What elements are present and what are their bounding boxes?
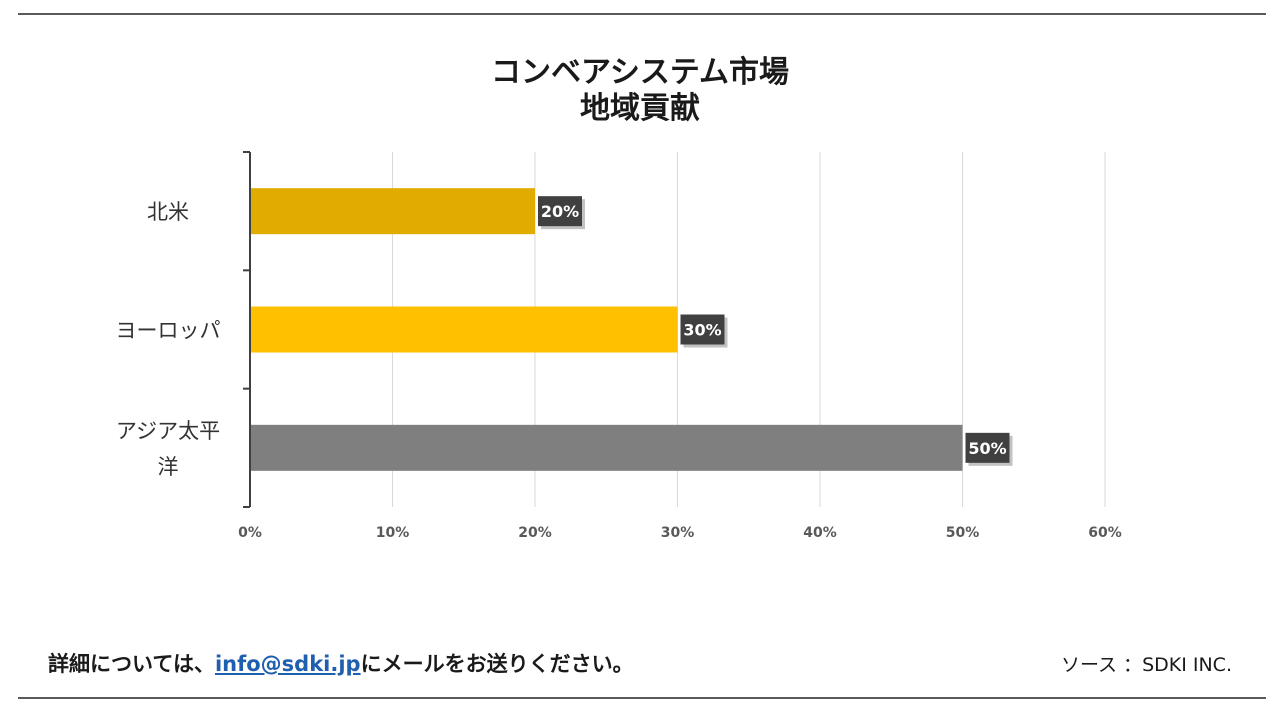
category-label-0: 北米: [147, 200, 189, 224]
x-tick-label-5: 50%: [946, 525, 980, 541]
bar-2: [251, 424, 963, 471]
bar-0: [251, 188, 535, 235]
x-tick-label-0: 0%: [238, 525, 262, 541]
footer-text-before: 詳細については、: [48, 652, 215, 676]
chart-subtitle: 地域貢献: [580, 91, 700, 126]
x-tick-label-2: 20%: [518, 525, 552, 541]
top-rule: [18, 13, 1266, 15]
footer-contact: 詳細については、info@sdki.jpにメールをお送りください。: [48, 648, 634, 678]
bar-1: [251, 306, 678, 353]
x-tick-label-6: 60%: [1088, 525, 1122, 541]
footer-text-after: にメールをお送りください。: [360, 652, 634, 676]
data-label-box-1: [680, 314, 725, 345]
category-label-2-line-0: アジア太平: [116, 419, 220, 443]
data-label-box-2: [965, 432, 1010, 463]
x-tick-label-3: 30%: [661, 525, 695, 541]
data-label-2: 50%: [968, 439, 1006, 458]
x-tick-label-4: 40%: [803, 525, 837, 541]
data-label-0: 20%: [541, 202, 579, 221]
x-tick-label-1: 10%: [376, 525, 410, 541]
data-label-1: 30%: [683, 321, 721, 340]
category-label-1: ヨーロッパ: [116, 319, 221, 343]
chart-title: コンベアシステム市場: [491, 55, 789, 90]
data-label-box-0: [538, 196, 582, 227]
source-credit: ソース ：SDKI INC.: [1060, 654, 1232, 676]
bottom-rule: [18, 697, 1266, 699]
category-label-2-line-1: 洋: [158, 455, 179, 479]
contact-email-link[interactable]: info@sdki.jp: [214, 652, 361, 676]
